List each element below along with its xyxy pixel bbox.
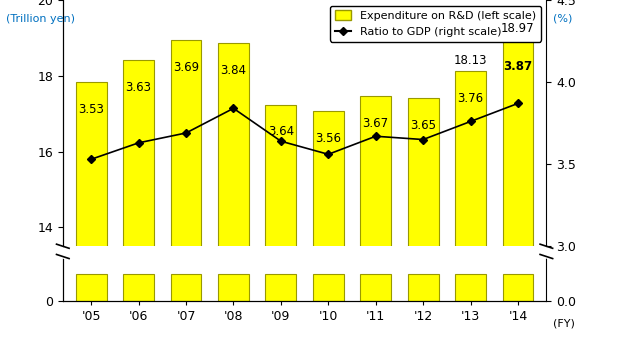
Bar [313, 274, 344, 301]
Text: 3.69: 3.69 [173, 61, 199, 74]
Bar [218, 274, 249, 301]
Text: 3.76: 3.76 [457, 92, 484, 105]
Bar [502, 39, 533, 342]
Text: (Trillion yen): (Trillion yen) [6, 14, 75, 24]
Text: 3.56: 3.56 [315, 132, 341, 145]
Bar [76, 274, 107, 301]
Text: 3.84: 3.84 [220, 64, 246, 77]
Bar [218, 43, 249, 342]
Text: (FY): (FY) [553, 318, 575, 328]
Bar [123, 60, 154, 342]
Text: 18.13: 18.13 [454, 54, 487, 67]
Bar [266, 274, 296, 301]
Bar [123, 274, 154, 301]
Bar [171, 274, 202, 301]
Bar [455, 274, 486, 301]
Text: 3.87: 3.87 [504, 60, 533, 73]
Bar [266, 105, 296, 342]
Bar [313, 111, 344, 342]
Text: 18.97: 18.97 [501, 22, 534, 35]
Text: 3.64: 3.64 [268, 126, 294, 139]
Text: 3.63: 3.63 [126, 81, 151, 94]
Bar [171, 40, 202, 342]
Bar [502, 274, 533, 301]
Text: 3.67: 3.67 [362, 117, 389, 130]
Bar [408, 98, 438, 342]
Legend: Expenditure on R&D (left scale), Ratio to GDP (right scale): Expenditure on R&D (left scale), Ratio t… [330, 5, 541, 42]
Bar [455, 71, 486, 342]
Text: (%): (%) [553, 14, 572, 24]
Bar [360, 96, 391, 342]
Bar [360, 274, 391, 301]
Text: 3.53: 3.53 [78, 103, 104, 116]
Bar [76, 82, 107, 342]
Bar [408, 274, 438, 301]
Text: 3.65: 3.65 [410, 119, 436, 132]
